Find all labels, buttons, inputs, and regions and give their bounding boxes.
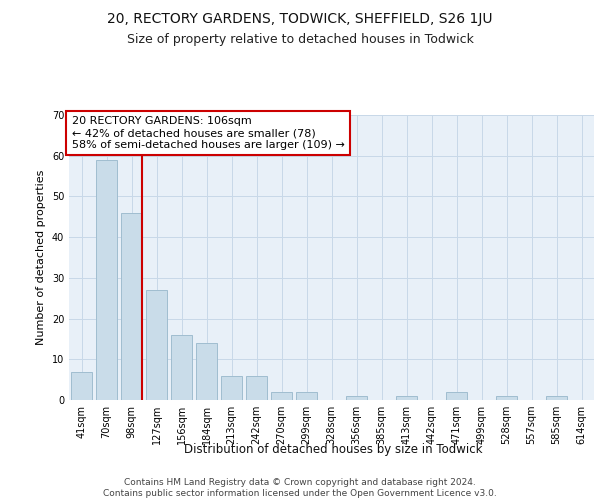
Bar (446, 392, 467, 400)
Text: Distribution of detached houses by size in Todwick: Distribution of detached houses by size … (184, 442, 482, 456)
Y-axis label: Number of detached properties: Number of detached properties (36, 170, 46, 345)
Bar (546, 396, 567, 400)
Text: 20, RECTORY GARDENS, TODWICK, SHEFFIELD, S26 1JU: 20, RECTORY GARDENS, TODWICK, SHEFFIELD,… (107, 12, 493, 26)
Bar (171, 335, 192, 400)
Bar (196, 343, 217, 400)
Bar (396, 396, 417, 400)
Bar (71, 372, 92, 400)
Bar (246, 376, 267, 400)
Text: Size of property relative to detached houses in Todwick: Size of property relative to detached ho… (127, 32, 473, 46)
Bar (346, 396, 367, 400)
Text: Contains HM Land Registry data © Crown copyright and database right 2024.
Contai: Contains HM Land Registry data © Crown c… (103, 478, 497, 498)
Bar (296, 392, 317, 400)
Bar (96, 160, 117, 400)
Text: 20 RECTORY GARDENS: 106sqm
← 42% of detached houses are smaller (78)
58% of semi: 20 RECTORY GARDENS: 106sqm ← 42% of deta… (71, 116, 344, 150)
Bar (221, 376, 242, 400)
Bar (496, 396, 517, 400)
Bar (146, 290, 167, 400)
Bar (271, 392, 292, 400)
Bar (121, 212, 142, 400)
